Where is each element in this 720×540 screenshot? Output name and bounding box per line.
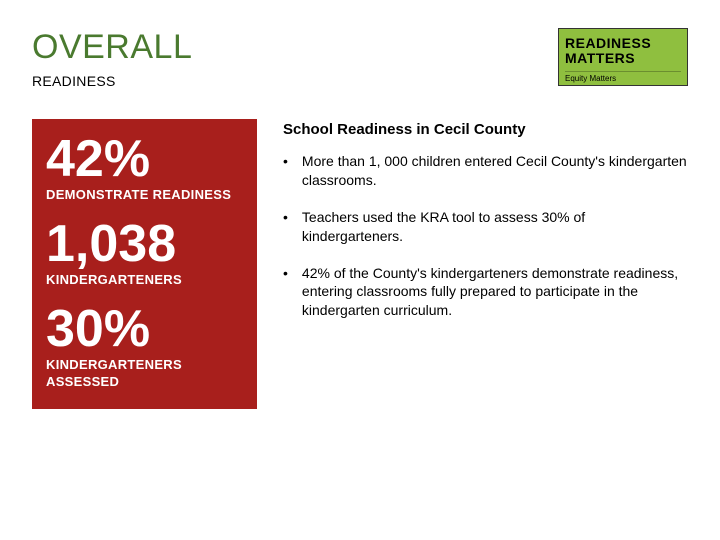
stat-group-readiness: 42% DEMONSTRATE READINESS [46, 133, 243, 204]
page-title: OVERALL [32, 28, 192, 67]
list-item: 42% of the County's kindergarteners demo… [283, 264, 688, 321]
list-item: More than 1, 000 children entered Cecil … [283, 152, 688, 190]
logo-subtext: Equity Matters [565, 71, 681, 83]
page-subtitle: READINESS [32, 73, 192, 89]
bullet-text: Teachers used the KRA tool to assess 30%… [302, 208, 688, 246]
section-heading: School Readiness in Cecil County [283, 121, 688, 138]
header-row: OVERALL READINESS READINESS MATTERS Equi… [32, 28, 688, 89]
logo-line-1: READINESS [565, 36, 681, 51]
bullet-text: More than 1, 000 children entered Cecil … [302, 152, 688, 190]
stat-value: 30% [46, 303, 243, 355]
stat-label: KINDERGARTENERS ASSESSED [46, 357, 243, 391]
stat-value: 42% [46, 133, 243, 185]
bullet-text: 42% of the County's kindergarteners demo… [302, 264, 688, 321]
readiness-matters-logo: READINESS MATTERS Equity Matters [558, 28, 688, 86]
stat-value: 1,038 [46, 218, 243, 270]
title-block: OVERALL READINESS [32, 28, 192, 89]
logo-text: READINESS MATTERS [565, 33, 681, 69]
list-item: Teachers used the KRA tool to assess 30%… [283, 208, 688, 246]
text-column: School Readiness in Cecil County More th… [283, 119, 688, 409]
bullet-list: More than 1, 000 children entered Cecil … [283, 152, 688, 320]
stat-panel: 42% DEMONSTRATE READINESS 1,038 KINDERGA… [32, 119, 257, 409]
logo-line-2: MATTERS [565, 51, 681, 66]
stat-group-kindergarteners: 1,038 KINDERGARTENERS [46, 218, 243, 289]
stat-label: KINDERGARTENERS [46, 272, 243, 289]
content-row: 42% DEMONSTRATE READINESS 1,038 KINDERGA… [32, 119, 688, 409]
stat-group-assessed: 30% KINDERGARTENERS ASSESSED [46, 303, 243, 391]
stat-label: DEMONSTRATE READINESS [46, 187, 243, 204]
